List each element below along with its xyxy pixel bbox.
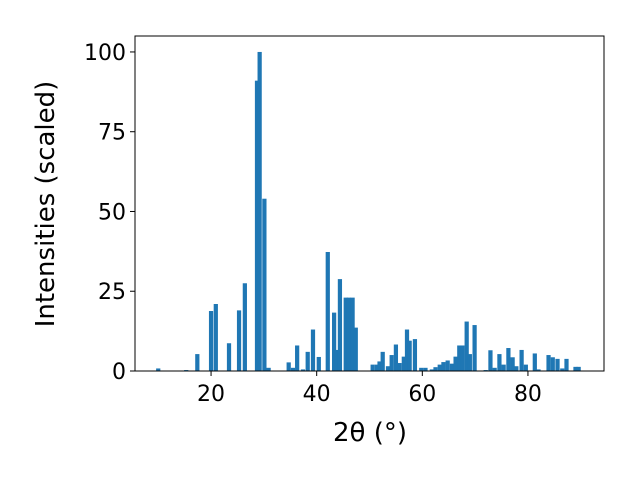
y-axis-label: Intensities (scaled): [31, 81, 61, 328]
bar: [523, 364, 528, 371]
bar: [449, 363, 455, 371]
bar: [300, 369, 306, 371]
bar: [536, 369, 541, 371]
bar: [266, 367, 271, 371]
bar: [325, 251, 330, 371]
bar: [370, 364, 375, 371]
bar: [208, 311, 214, 371]
bar: [377, 361, 382, 371]
bar: [506, 348, 511, 371]
bar: [510, 357, 515, 371]
bar: [492, 367, 497, 371]
bar: [389, 355, 394, 371]
bar: [242, 283, 247, 371]
bar: [346, 297, 352, 371]
bar: [404, 329, 410, 371]
bar: [374, 364, 380, 371]
bar: [343, 297, 348, 371]
bar: [546, 355, 551, 371]
bar: [573, 366, 578, 371]
bar: [501, 364, 506, 371]
bar: [514, 366, 519, 371]
bar: [257, 51, 262, 371]
bar: [423, 367, 428, 371]
bar: [407, 340, 412, 371]
bar: [445, 360, 450, 371]
bar: [397, 363, 402, 371]
bar: [464, 321, 469, 371]
bar: [419, 367, 424, 371]
bar: [290, 367, 296, 371]
bar: [467, 354, 472, 371]
bar: [453, 356, 458, 371]
bar: [350, 297, 355, 371]
bar: [555, 358, 560, 371]
bar: [286, 362, 291, 371]
bar: [472, 325, 477, 371]
bar: [310, 329, 316, 371]
bar: [457, 345, 462, 371]
bar: [316, 356, 321, 371]
bar: [576, 366, 581, 371]
bar: [560, 368, 565, 371]
bar: [412, 339, 418, 371]
bar: [334, 349, 339, 371]
y-tick-label: 75: [98, 121, 126, 146]
bar: [519, 349, 524, 371]
bar: [213, 304, 218, 371]
y-tick-label: 25: [98, 280, 126, 305]
bar: [332, 312, 337, 371]
bar: [550, 357, 555, 371]
bar: [353, 327, 358, 371]
bar: [295, 345, 300, 371]
bar: [393, 344, 399, 371]
bar: [441, 362, 446, 371]
bar: [195, 354, 200, 371]
bar: [488, 350, 493, 371]
x-tick-label: 60: [408, 382, 436, 407]
plot-frame: [134, 35, 605, 372]
bar: [337, 279, 343, 371]
y-tick-label: 50: [98, 200, 126, 225]
bar: [262, 198, 267, 371]
bar: [305, 351, 310, 371]
bar: [433, 367, 438, 371]
x-axis-label: 2θ (°): [333, 418, 407, 448]
bar: [401, 356, 406, 371]
bar: [236, 310, 242, 371]
bar: [437, 364, 442, 371]
bar: [564, 358, 569, 371]
bar: [254, 80, 260, 372]
bar: [156, 368, 161, 371]
y-tick-label: 0: [112, 360, 126, 385]
bar: [497, 354, 502, 371]
bar: [429, 369, 434, 371]
y-tick-label: 100: [84, 41, 126, 66]
bar: [380, 351, 385, 371]
bar: [460, 345, 465, 371]
x-tick-label: 80: [514, 382, 542, 407]
bar: [532, 353, 537, 371]
bar: [385, 366, 391, 371]
x-tick-label: 20: [197, 382, 225, 407]
bar: [226, 343, 232, 371]
x-tick-label: 40: [303, 382, 331, 407]
